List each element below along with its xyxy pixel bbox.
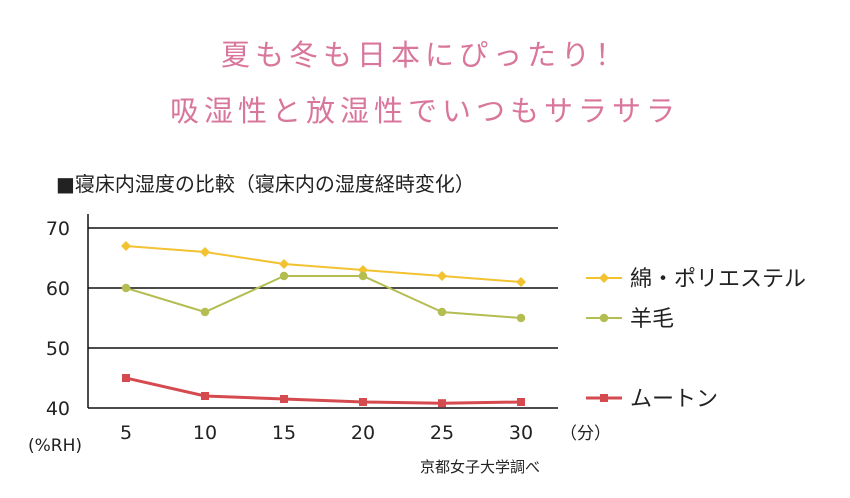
x-tick-label: 15 — [272, 422, 296, 444]
data-point-circle — [279, 271, 289, 281]
data-point-circle — [599, 313, 609, 323]
data-point-diamond — [358, 265, 368, 275]
y-tick-label: 60 — [46, 278, 70, 300]
data-point-square — [438, 399, 446, 408]
data-point-square — [517, 398, 525, 406]
series-lines — [121, 241, 526, 408]
data-point-diamond — [279, 259, 289, 269]
legend-label: 羊毛 — [630, 307, 674, 332]
data-point-square — [280, 395, 288, 403]
axes: 40 50 60 70 5 10 15 20 25 30 — [46, 214, 558, 444]
x-tick-label: 25 — [430, 422, 454, 444]
source-credit: 京都女子大学調べ — [420, 458, 541, 476]
series-line — [125, 376, 522, 405]
x-tick-label: 5 — [120, 422, 132, 444]
data-point-circle — [437, 307, 447, 317]
legend-label: ムートン — [630, 387, 718, 412]
data-point-circle — [121, 283, 131, 293]
legend-label: 綿・ポリエステル — [630, 267, 806, 292]
series-line — [125, 245, 522, 283]
y-tick-label: 70 — [46, 218, 70, 240]
data-point-diamond — [121, 241, 131, 251]
x-unit-label: （分） — [560, 424, 611, 444]
y-unit-label: (%RH) — [28, 436, 82, 456]
headline-line-1: 夏も冬も日本にぴったり！ — [220, 38, 629, 72]
series-line — [125, 275, 522, 319]
chart-title: ■寝床内湿度の比較（寝床内の湿度経時変化） — [56, 172, 475, 196]
headline-line-2: 吸湿性と放湿性でいつもサラサラ — [169, 94, 680, 128]
data-point-diamond — [200, 247, 210, 257]
grid-lines — [88, 227, 558, 349]
x-tick-label: 30 — [509, 422, 533, 444]
data-point-circle — [516, 313, 526, 323]
data-point-diamond — [516, 277, 526, 287]
y-tick-label: 40 — [46, 398, 70, 420]
x-tick-label: 10 — [193, 422, 217, 444]
data-point-square — [122, 374, 130, 382]
data-point-square — [600, 394, 608, 402]
data-point-diamond — [599, 273, 609, 283]
data-point-diamond — [437, 271, 447, 281]
data-point-circle — [358, 271, 368, 281]
data-point-square — [359, 398, 367, 406]
y-tick-label: 50 — [46, 338, 70, 360]
x-tick-label: 20 — [351, 422, 375, 444]
data-point-square — [201, 392, 209, 400]
data-point-circle — [200, 307, 210, 317]
